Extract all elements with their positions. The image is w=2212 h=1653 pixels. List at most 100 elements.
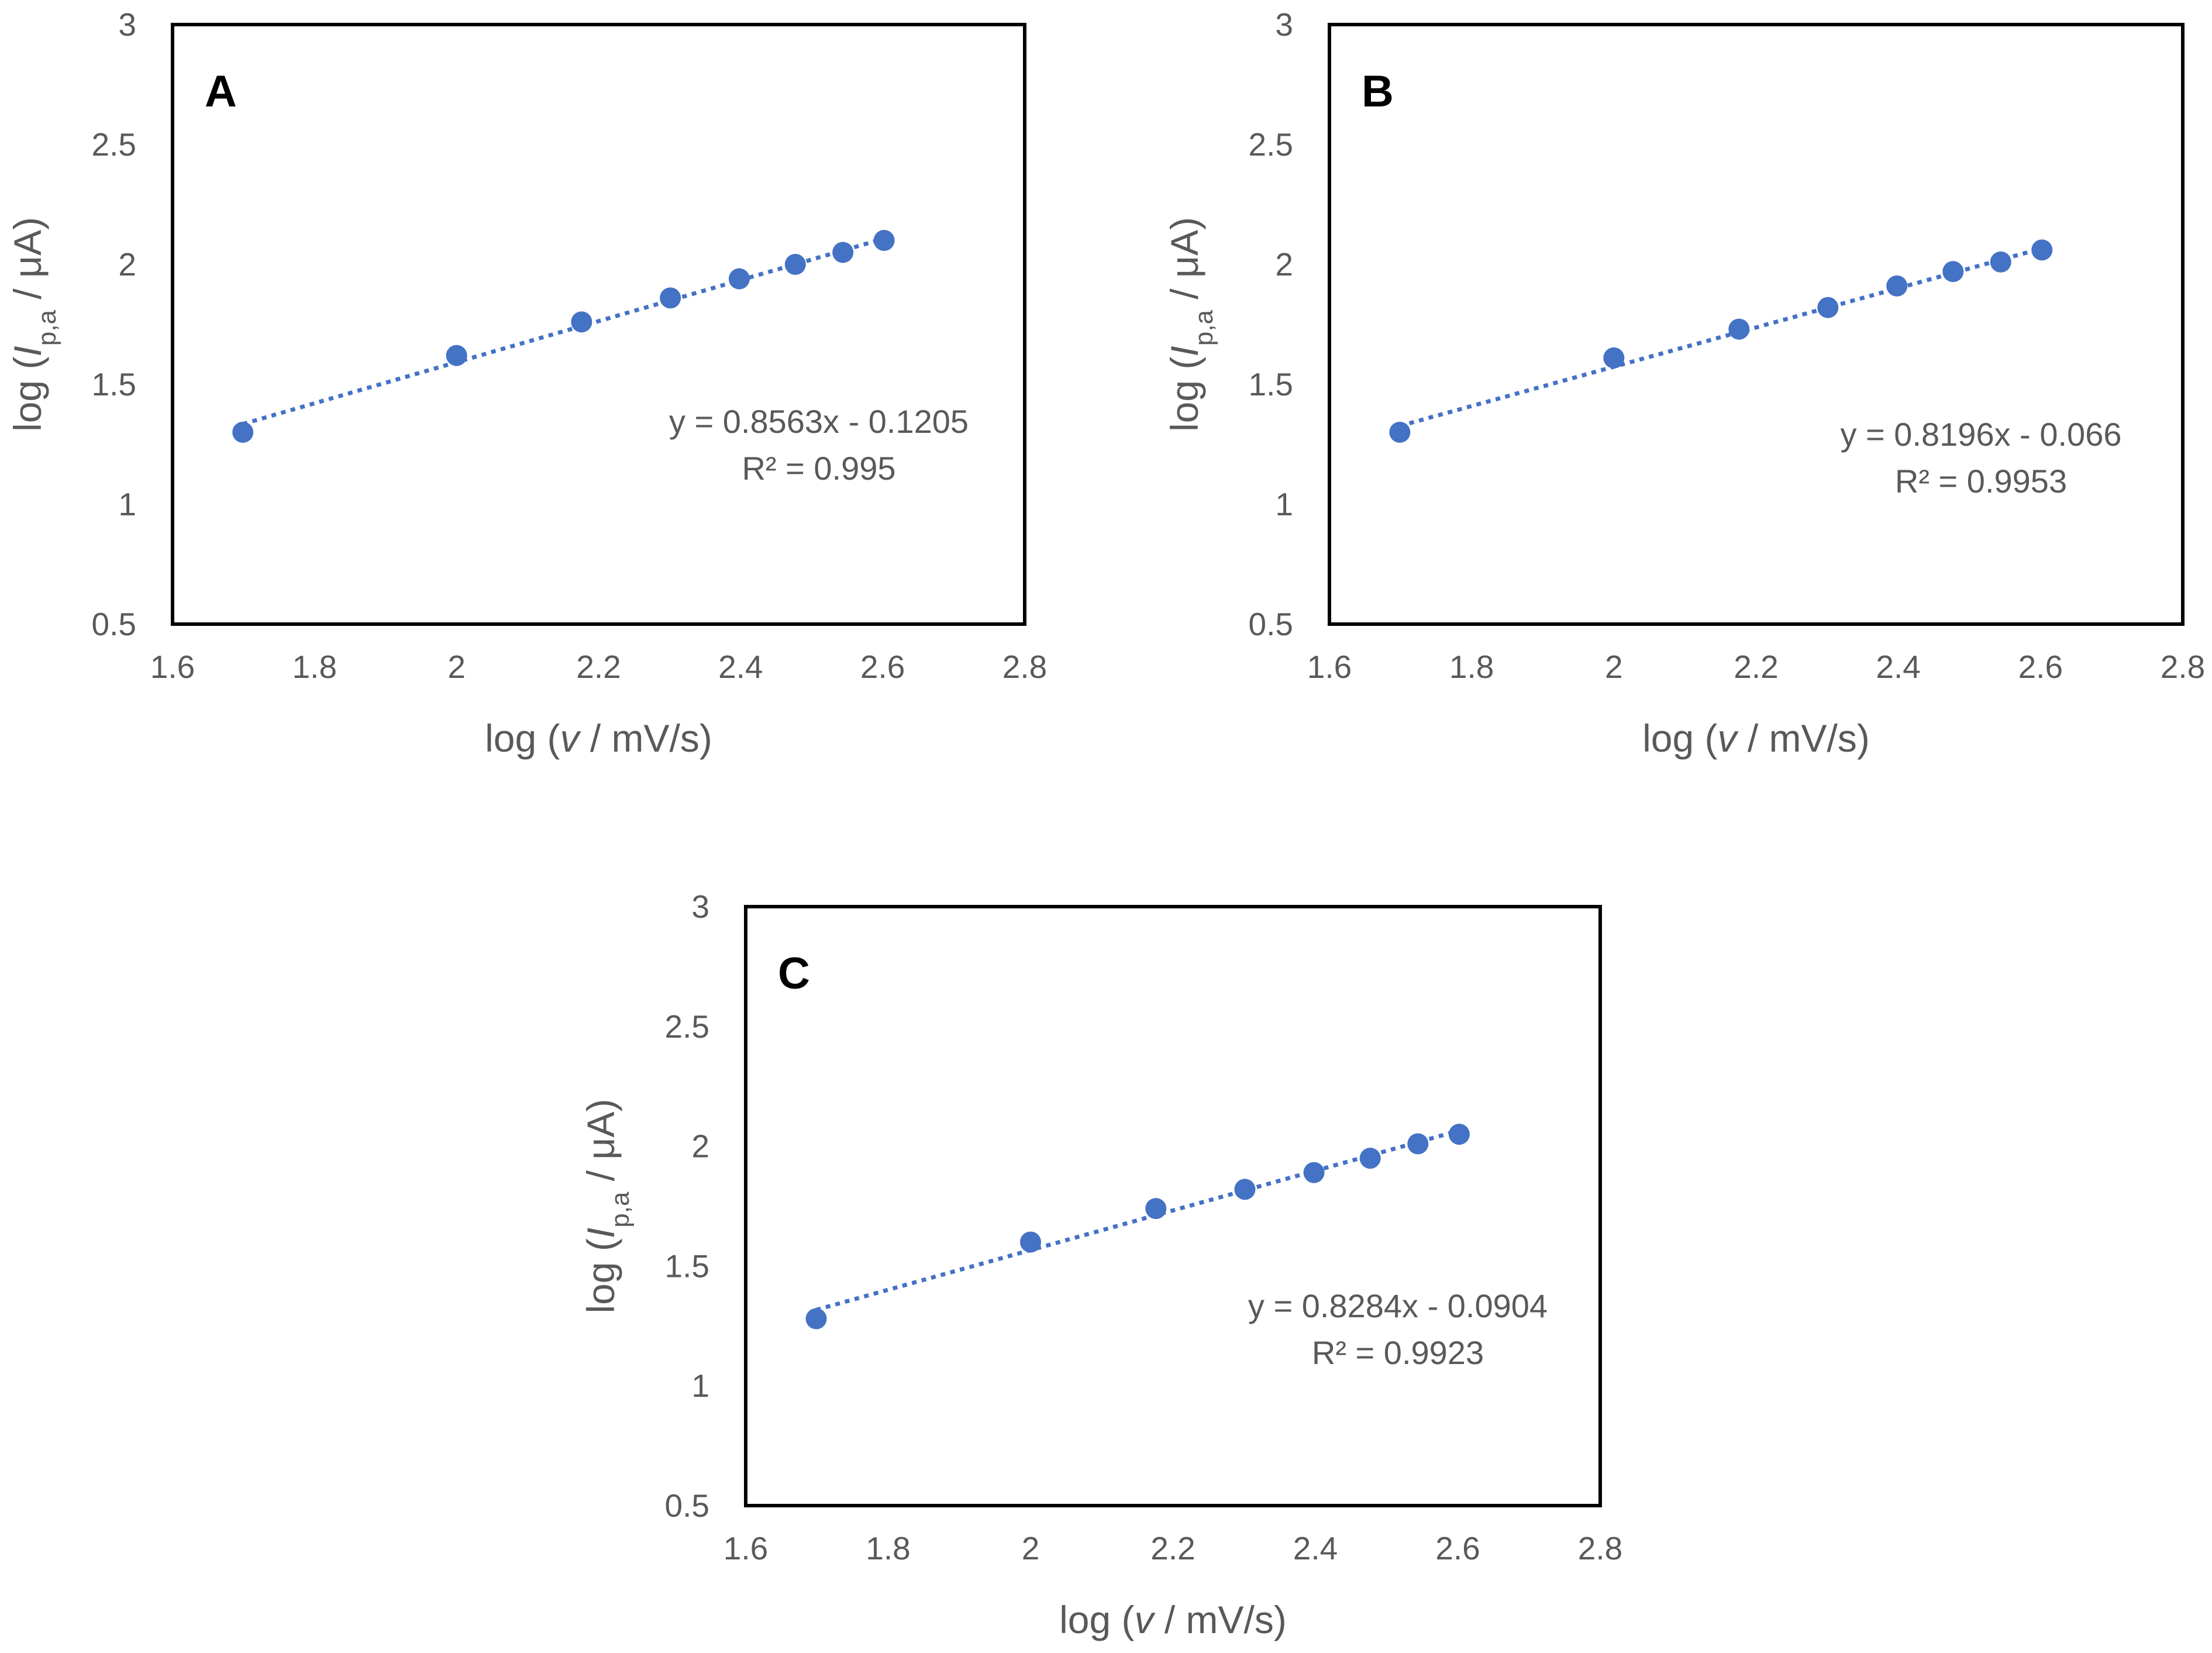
trendline-r-squared: R² = 0.995 [742, 450, 895, 487]
y-axis-title-suffix: / μA) [1163, 217, 1206, 310]
x-tick-label: 2.4 [718, 649, 763, 685]
trendline [242, 236, 885, 426]
y-tick-label: 1.5 [1249, 366, 1293, 402]
data-point [2031, 239, 2053, 261]
panel-label: A [205, 67, 237, 116]
x-axis-title-prefix: log ( [485, 717, 560, 760]
y-tick-label: 2 [691, 1128, 709, 1165]
y-tick-label: 3 [691, 889, 709, 925]
y-tick-label: 1.5 [665, 1248, 709, 1284]
x-tick-label: 2 [1605, 649, 1623, 685]
trendline-equation: y = 0.8563x - 0.1205 [669, 403, 969, 440]
y-tick-label: 2.5 [92, 126, 136, 163]
x-axis-title-prefix: log ( [1059, 1598, 1134, 1641]
x-axis-title: log (v / mV/s) [1059, 1598, 1287, 1641]
y-axis-title-variable: I [6, 346, 49, 356]
plot-frame [744, 905, 1602, 1507]
x-tick-label: 1.8 [1449, 649, 1494, 685]
y-axis-title-variable: I [579, 1228, 622, 1238]
x-axis-title-variable: v [1135, 1598, 1156, 1641]
data-point [1145, 1198, 1167, 1220]
x-tick-label: 2.6 [860, 649, 905, 685]
y-tick-label: 2 [1275, 246, 1293, 283]
data-point [1603, 347, 1625, 369]
x-axis-title-suffix: / mV/s) [1737, 717, 1870, 760]
panel-label: C [778, 949, 810, 998]
x-tick-label: 2.2 [1150, 1530, 1195, 1566]
data-point [660, 287, 681, 309]
y-tick-label: 0.5 [92, 606, 136, 642]
x-tick-label: 2.2 [576, 649, 621, 685]
y-axis-title: log (Ip,a / μA) [579, 1099, 635, 1314]
trendline-equation: y = 0.8196x - 0.066 [1840, 416, 2121, 453]
plot-frame [1328, 23, 2185, 626]
x-axis-title-prefix: log ( [1642, 717, 1717, 760]
plot-frame [171, 23, 1026, 626]
y-axis-title-subscript: p,a [33, 310, 61, 346]
x-tick-label: 1.8 [292, 649, 337, 685]
data-point [1020, 1231, 1041, 1253]
data-point [232, 422, 254, 443]
data-point [1728, 318, 1750, 340]
y-axis-title-suffix: / μA) [6, 217, 49, 310]
x-tick-label: 1.6 [150, 649, 195, 685]
x-axis-title-suffix: / mV/s) [580, 717, 712, 760]
x-axis-title-variable: v [1718, 717, 1739, 760]
x-tick-label: 2 [447, 649, 466, 685]
x-tick-label: 1.6 [723, 1530, 768, 1566]
y-tick-label: 2.5 [1249, 126, 1293, 163]
y-axis-title-prefix: log ( [6, 357, 49, 432]
y-tick-label: 1 [118, 486, 136, 522]
y-axis-title-subscript: p,a [606, 1191, 635, 1228]
panel-label: B [1362, 67, 1394, 116]
trendline [815, 1128, 1460, 1312]
data-point [1448, 1124, 1470, 1145]
y-tick-label: 3 [1275, 6, 1293, 43]
x-tick-label: 2.8 [1578, 1530, 1622, 1566]
x-axis-title: log (v / mV/s) [485, 717, 712, 760]
x-tick-label: 2.6 [2018, 649, 2063, 685]
trendline [1399, 246, 2043, 428]
data-point [873, 230, 895, 251]
x-tick-label: 2.8 [1002, 649, 1047, 685]
x-axis-title: log (v / mV/s) [1642, 717, 1870, 760]
y-tick-label: 1 [691, 1368, 709, 1404]
data-point [1942, 261, 1964, 283]
x-tick-label: 1.6 [1307, 649, 1352, 685]
data-point [1234, 1179, 1256, 1200]
data-point [1303, 1162, 1325, 1183]
y-tick-label: 0.5 [1249, 606, 1293, 642]
data-point [446, 345, 467, 366]
x-tick-label: 2.4 [1876, 649, 1920, 685]
y-axis-title-suffix: / μA) [579, 1099, 622, 1192]
y-tick-label: 1.5 [92, 366, 136, 402]
data-point [832, 242, 854, 263]
x-tick-label: 1.8 [866, 1530, 910, 1566]
y-axis-title-prefix: log ( [1163, 357, 1206, 432]
data-point [1990, 251, 2011, 273]
x-tick-label: 2.4 [1293, 1530, 1338, 1566]
x-tick-label: 2 [1022, 1530, 1040, 1566]
x-axis-title-variable: v [560, 717, 582, 760]
y-tick-label: 2 [118, 246, 136, 283]
x-tick-label: 2.8 [2161, 649, 2205, 685]
y-axis-title-variable: I [1163, 346, 1206, 356]
data-point [1817, 297, 1839, 318]
x-axis-title-suffix: / mV/s) [1154, 1598, 1287, 1641]
data-point [805, 1308, 827, 1330]
y-axis-title-prefix: log ( [579, 1238, 622, 1313]
data-point [1886, 275, 1908, 297]
x-tick-label: 2.2 [1734, 649, 1778, 685]
y-axis-title: log (Ip,a / μA) [1163, 217, 1218, 432]
y-axis-title-subscript: p,a [1190, 310, 1218, 346]
y-tick-label: 2.5 [665, 1008, 709, 1045]
y-tick-label: 1 [1275, 486, 1293, 522]
x-tick-label: 2.6 [1435, 1530, 1480, 1566]
data-point [728, 268, 750, 290]
y-tick-label: 0.5 [665, 1487, 709, 1524]
trendline-r-squared: R² = 0.9953 [1895, 463, 2067, 500]
